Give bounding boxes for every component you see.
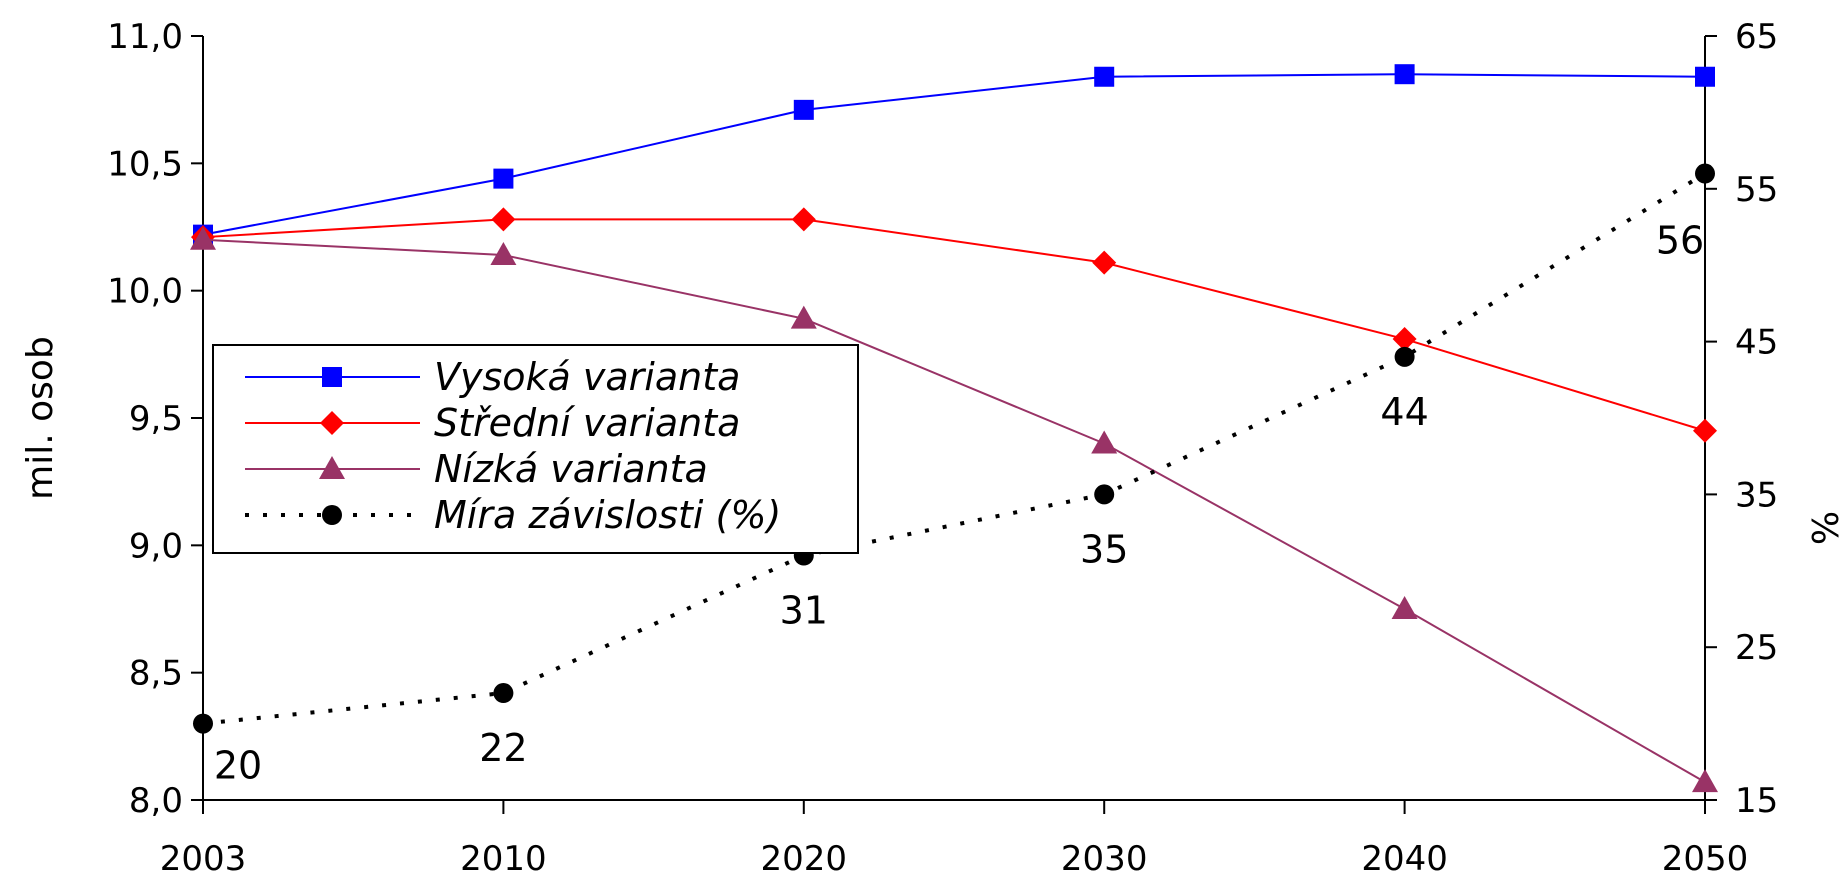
series-line (202, 218, 1706, 432)
data-point (1695, 66, 1715, 87)
legend-marker (319, 456, 345, 479)
legend-marker (322, 367, 342, 387)
x-tick-label: 2003 (160, 839, 247, 879)
x-tick-label: 2030 (1061, 839, 1148, 879)
y-tick-label: 10,5 (107, 144, 183, 184)
data-point (1693, 418, 1717, 443)
data-point (1391, 596, 1418, 619)
x-tick-label: 2020 (761, 839, 848, 879)
data-point (791, 207, 816, 232)
axes: 8,0 8,5 9,0 9,5 10,0 10,5 11,0 15 25 35 45 55 65 2003… (20, 17, 1841, 879)
data-point (790, 305, 817, 329)
data-label: 31 (780, 589, 828, 633)
y2-tick-label: 25 (1735, 628, 1778, 668)
series-layer (190, 64, 1718, 793)
y-tick-label: 8,5 (129, 654, 183, 694)
legend-marker (320, 411, 344, 435)
data-point (1394, 346, 1415, 367)
legend-marker (322, 505, 342, 525)
data-label: 35 (1080, 527, 1128, 571)
data-label: 22 (479, 726, 527, 770)
data-point (491, 207, 516, 232)
data-point (493, 168, 514, 189)
data-point (493, 683, 514, 704)
legend-label: Střední varianta (434, 401, 740, 445)
data-label: 44 (1380, 390, 1428, 434)
y-tick-label: 11,0 (107, 17, 183, 57)
data-label: 56 (1656, 219, 1704, 263)
data-point (793, 99, 814, 120)
data-point (190, 226, 216, 250)
data-point (1092, 250, 1117, 275)
data-point (1695, 163, 1715, 184)
y-axis-title: mil. osob (20, 336, 61, 500)
data-point (1094, 484, 1115, 505)
y-tick-label: 9,5 (129, 399, 183, 439)
data-point (1394, 64, 1415, 85)
data-point (1091, 430, 1118, 454)
x-tick-label: 2050 (1662, 839, 1749, 879)
y-tick-label: 8,0 (129, 781, 183, 821)
legend-label: Nízká varianta (434, 447, 708, 491)
legend-label: Vysoká varianta (434, 355, 740, 399)
legend-label: Míra závislosti (%) (434, 493, 781, 537)
y2-tick-label: 55 (1735, 170, 1778, 210)
data-point (1392, 327, 1417, 352)
series-line (202, 73, 1706, 236)
data-labels: 20 22 31 35 44 56 (214, 219, 1704, 788)
data-point (490, 242, 517, 266)
y2-tick-label: 45 (1735, 323, 1778, 363)
data-point (1094, 66, 1115, 87)
data-point (193, 713, 213, 734)
series-0 (193, 64, 1715, 245)
y2-tick-label: 15 (1735, 781, 1778, 821)
legend-box (212, 344, 859, 554)
y2-tick-label: 35 (1735, 475, 1778, 515)
x-tick-label: 2040 (1361, 839, 1448, 879)
x-tick-label: 2010 (460, 839, 547, 879)
series-line (202, 238, 1706, 784)
y-tick-label: 10,0 (107, 272, 183, 312)
y2-axis-title: % (1803, 511, 1841, 545)
data-label: 20 (214, 744, 262, 788)
series-3 (193, 163, 1715, 734)
series-2 (190, 226, 1718, 793)
y-tick-label: 9,0 (129, 526, 183, 566)
data-point (1692, 769, 1718, 793)
y2-tick-label: 65 (1735, 17, 1778, 57)
